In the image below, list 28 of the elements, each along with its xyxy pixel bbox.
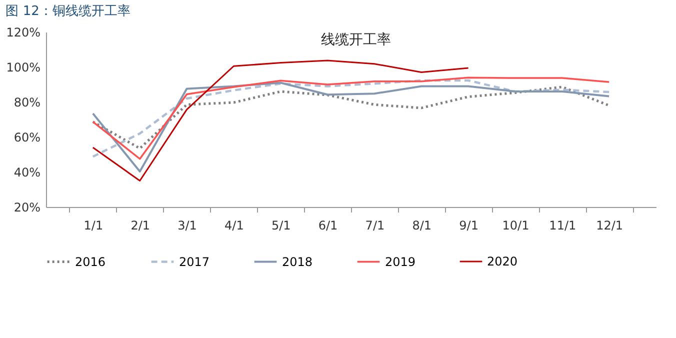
x-tick-label: 8/1 xyxy=(412,218,432,232)
y-tick-label: 60% xyxy=(14,130,40,144)
line-series xyxy=(92,86,610,150)
x-tick-label: 12/1 xyxy=(596,218,624,232)
legend-label: 2016 xyxy=(75,254,106,269)
x-tick-label: 10/1 xyxy=(502,218,530,232)
y-tick-label: 100% xyxy=(6,60,40,74)
y-tick-label: 40% xyxy=(14,166,40,180)
line-series xyxy=(92,60,470,182)
x-tick-label: 1/1 xyxy=(84,218,104,232)
chart-title: 图 12：铜线缆开工率 xyxy=(6,3,130,19)
legend-label: 2019 xyxy=(385,254,416,269)
y-tick-label: 80% xyxy=(14,96,40,110)
x-tick-label: 3/1 xyxy=(178,218,197,232)
chart-subtitle: 线缆开工率 xyxy=(321,32,391,48)
legend-label: 2017 xyxy=(179,254,210,269)
y-tick-label: 120% xyxy=(6,26,40,40)
x-tick-label: 6/1 xyxy=(318,218,338,232)
legend-label: 2018 xyxy=(282,254,313,269)
x-tick-label: 9/1 xyxy=(459,218,478,232)
x-tick-label: 5/1 xyxy=(271,218,291,232)
x-tick-label: 11/1 xyxy=(549,218,576,232)
x-tick-label: 2/1 xyxy=(130,218,150,232)
x-tick-label: 7/1 xyxy=(365,218,385,232)
y-tick-label: 20% xyxy=(14,200,40,214)
line-series xyxy=(92,82,610,172)
legend-label: 2020 xyxy=(487,254,518,268)
x-tick-label: 4/1 xyxy=(224,218,244,232)
